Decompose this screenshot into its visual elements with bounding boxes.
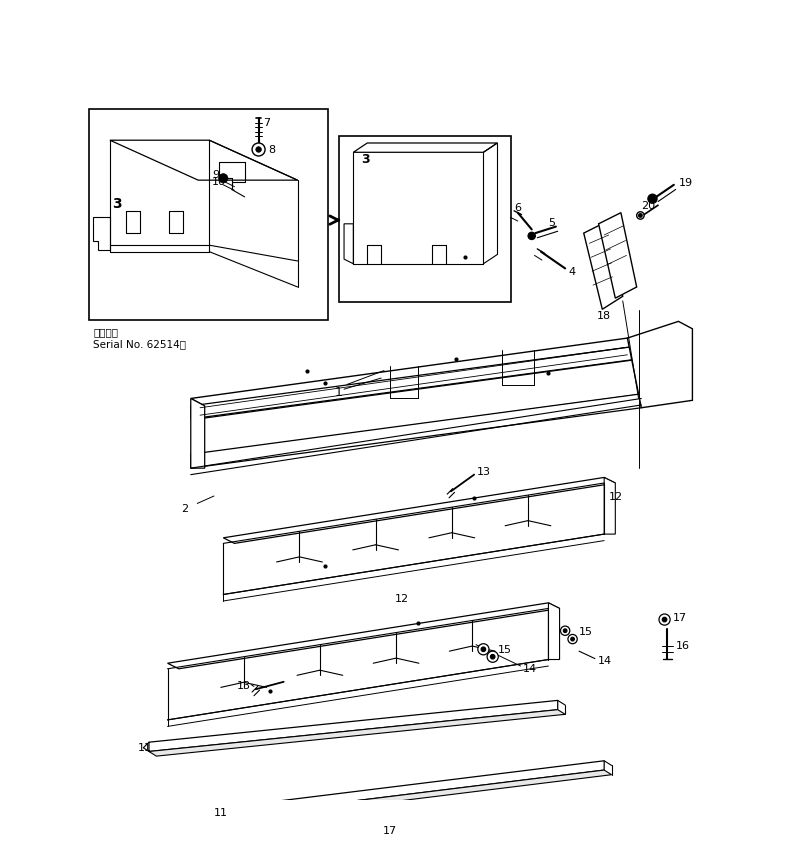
Circle shape — [561, 626, 570, 635]
Polygon shape — [604, 478, 615, 535]
Text: 5: 5 — [549, 218, 556, 227]
Text: 12: 12 — [395, 593, 409, 604]
Text: 2: 2 — [182, 504, 189, 513]
Polygon shape — [223, 478, 615, 544]
Circle shape — [571, 637, 574, 641]
Circle shape — [337, 833, 350, 846]
Text: 7: 7 — [264, 117, 270, 127]
Text: 9: 9 — [212, 170, 219, 179]
Circle shape — [637, 213, 644, 220]
Text: 20: 20 — [642, 201, 656, 211]
Text: Serial No. 62514～: Serial No. 62514～ — [93, 338, 187, 349]
Text: 12: 12 — [609, 492, 623, 501]
Text: 1: 1 — [335, 385, 343, 398]
Polygon shape — [339, 138, 511, 302]
Text: 11: 11 — [138, 742, 152, 752]
Polygon shape — [353, 144, 497, 153]
Polygon shape — [584, 223, 622, 310]
Circle shape — [481, 647, 486, 652]
Text: 6: 6 — [514, 203, 521, 213]
Polygon shape — [89, 109, 328, 321]
Text: 通用号機: 通用号機 — [93, 327, 118, 338]
Text: 17: 17 — [383, 826, 397, 835]
Circle shape — [252, 144, 265, 157]
Polygon shape — [191, 346, 642, 419]
Polygon shape — [198, 359, 644, 455]
Polygon shape — [549, 604, 560, 660]
Text: 11: 11 — [214, 807, 228, 817]
Text: 8: 8 — [268, 146, 275, 155]
Text: 10: 10 — [212, 177, 226, 187]
Polygon shape — [93, 218, 110, 251]
Circle shape — [487, 652, 499, 662]
Circle shape — [638, 214, 642, 218]
Polygon shape — [191, 399, 205, 468]
Circle shape — [341, 837, 347, 843]
Text: 14: 14 — [598, 656, 612, 666]
Text: 19: 19 — [679, 178, 692, 188]
Text: 16: 16 — [676, 640, 690, 650]
Circle shape — [478, 644, 489, 655]
Polygon shape — [599, 214, 637, 299]
Text: 15: 15 — [579, 626, 593, 636]
Text: 15: 15 — [497, 645, 511, 654]
Polygon shape — [110, 141, 298, 181]
Circle shape — [218, 175, 228, 183]
Text: 3: 3 — [360, 153, 369, 166]
Circle shape — [563, 629, 567, 633]
Polygon shape — [191, 338, 642, 406]
Circle shape — [659, 614, 670, 625]
Circle shape — [662, 617, 667, 623]
Circle shape — [568, 635, 577, 644]
Text: 13: 13 — [477, 467, 491, 476]
Circle shape — [528, 233, 535, 240]
Text: 13: 13 — [237, 680, 251, 690]
Polygon shape — [344, 225, 353, 264]
Polygon shape — [228, 761, 604, 816]
Circle shape — [648, 195, 657, 204]
Polygon shape — [228, 771, 611, 821]
Text: 3: 3 — [112, 197, 121, 211]
Polygon shape — [149, 701, 557, 752]
Polygon shape — [149, 709, 565, 756]
Text: 4: 4 — [569, 267, 576, 277]
Polygon shape — [627, 322, 692, 408]
Text: 14: 14 — [522, 663, 537, 673]
Polygon shape — [168, 604, 560, 669]
Circle shape — [491, 654, 495, 660]
Text: 17: 17 — [673, 612, 687, 622]
Polygon shape — [191, 394, 642, 468]
Text: 18: 18 — [597, 311, 611, 320]
Circle shape — [256, 147, 261, 153]
